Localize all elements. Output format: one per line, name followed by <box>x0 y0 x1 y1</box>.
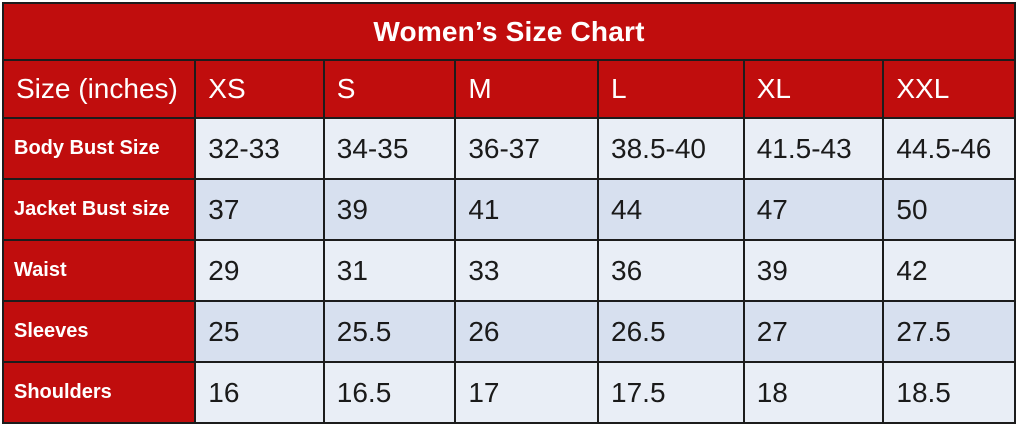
row-label: Waist <box>1 239 197 302</box>
table-cell: 41 <box>454 178 600 241</box>
table-cell: 29 <box>194 239 325 302</box>
row-label: Jacket Bust size <box>1 178 197 241</box>
size-header-m: M <box>454 59 600 119</box>
table-cell: 50 <box>882 178 1016 241</box>
table-cell: 17 <box>454 361 600 424</box>
table-row-sleeves: Sleeves 25 25.5 26 26.5 27 27.5 <box>1 300 1016 363</box>
table-cell: 44 <box>597 178 745 241</box>
table-cell: 39 <box>742 239 885 302</box>
table-cell: 17.5 <box>597 361 745 424</box>
table-cell: 42 <box>882 239 1016 302</box>
table-cell: 36-37 <box>454 117 600 180</box>
table-cell: 25.5 <box>322 300 457 363</box>
table-cell: 34-35 <box>322 117 457 180</box>
table-cell: 32-33 <box>194 117 325 180</box>
title-row: Women’s Size Chart <box>2 2 1016 61</box>
table-cell: 33 <box>454 239 600 302</box>
table-cell: 27.5 <box>882 300 1016 363</box>
table-cell: 41.5-43 <box>742 117 885 180</box>
size-header-xs: XS <box>194 59 325 119</box>
table-cell: 38.5-40 <box>597 117 745 180</box>
table-cell: 16.5 <box>322 361 457 424</box>
row-label: Sleeves <box>1 300 197 363</box>
table-row-body-bust: Body Bust Size 32-33 34-35 36-37 38.5-40… <box>1 117 1016 180</box>
header-row: Size (inches) XS S M L XL XXL <box>1 59 1016 119</box>
size-header-l: L <box>597 59 745 119</box>
row-label: Body Bust Size <box>1 117 197 180</box>
table-cell: 27 <box>742 300 885 363</box>
size-header-s: S <box>322 59 457 119</box>
size-header-xl: XL <box>742 59 885 119</box>
table-row-shoulders: Shoulders 16 16.5 17 17.5 18 18.5 <box>1 361 1016 424</box>
table-cell: 44.5-46 <box>882 117 1016 180</box>
table-cell: 16 <box>194 361 325 424</box>
table-row-jacket-bust: Jacket Bust size 37 39 41 44 47 50 <box>1 178 1016 241</box>
table-row-waist: Waist 29 31 33 36 39 42 <box>1 239 1016 302</box>
page-title: Women’s Size Chart <box>2 2 1016 61</box>
size-header-xxl: XXL <box>882 59 1016 119</box>
corner-header: Size (inches) <box>1 59 197 119</box>
table-cell: 31 <box>322 239 457 302</box>
table-cell: 26.5 <box>597 300 745 363</box>
table-cell: 39 <box>322 178 457 241</box>
table-cell: 37 <box>194 178 325 241</box>
table-cell: 18.5 <box>882 361 1016 424</box>
table-cell: 36 <box>597 239 745 302</box>
womens-size-chart-table: Women’s Size Chart Size (inches) XS S M … <box>1 2 1016 424</box>
table-cell: 18 <box>742 361 885 424</box>
table-cell: 25 <box>194 300 325 363</box>
table-cell: 47 <box>742 178 885 241</box>
table-cell: 26 <box>454 300 600 363</box>
row-label: Shoulders <box>1 361 197 424</box>
